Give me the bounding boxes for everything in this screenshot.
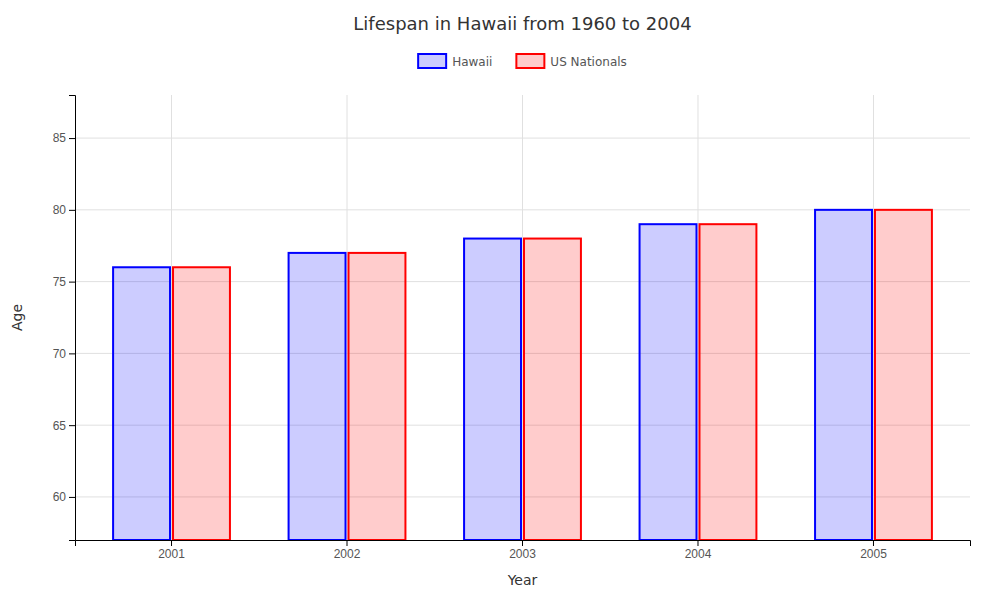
y-tick-label: 75: [53, 275, 67, 289]
x-tick: 2002: [334, 540, 361, 561]
bar: [815, 210, 872, 540]
y-tick-mark: [69, 282, 75, 283]
y-axis: 60 65 70 75 80 85: [53, 96, 76, 541]
bar-series: [113, 210, 872, 540]
legend-swatch: [516, 54, 544, 68]
y-tick: 80: [53, 203, 75, 217]
legend-swatch: [418, 54, 446, 68]
y-axis-title: Age: [9, 304, 25, 331]
legend-label: US Nationals: [550, 55, 626, 69]
x-tick: 2005: [860, 540, 887, 561]
x-axis-line: [76, 541, 971, 547]
legend-label: Hawaii: [452, 55, 492, 69]
x-grid-line: [522, 95, 523, 540]
x-tick: 2004: [685, 540, 712, 561]
title: Lifespan in Hawaii from 1960 to 2004: [353, 13, 691, 34]
bar: [875, 210, 932, 540]
x-axis: 2001 2002 2003 2004 2005: [76, 540, 971, 561]
x-tick-label: 2002: [334, 547, 361, 561]
x-tick-mark: [873, 540, 874, 546]
x-grid-line: [347, 95, 348, 540]
y-tick: 75: [53, 275, 75, 289]
x-tick-label: 2004: [685, 547, 712, 561]
x-tick-label: 2001: [158, 547, 185, 561]
x-tick: 2001: [158, 540, 185, 561]
x-axis-title: Year: [507, 572, 538, 588]
y-tick-mark: [69, 210, 75, 211]
bars: [113, 210, 932, 540]
y-tick-mark: [69, 497, 75, 498]
bar-series: [173, 210, 932, 540]
plot: 2001 2002 2003 2004 2005 60 65 70 75 80 85: [53, 95, 971, 561]
y-tick-label: 85: [53, 131, 67, 145]
y-tick-label: 70: [53, 347, 67, 361]
bar: [640, 224, 697, 540]
y-axis-line: [69, 96, 76, 541]
y-tick: 70: [53, 347, 75, 361]
x-tick-mark: [171, 540, 172, 546]
y-tick-mark: [69, 138, 75, 139]
legend: Hawaii US Nationals: [418, 54, 627, 69]
y-tick: 65: [53, 419, 75, 433]
x-tick: 2003: [509, 540, 536, 561]
x-grid-line: [873, 95, 874, 540]
y-tick-label: 80: [53, 203, 67, 217]
bar: [524, 239, 581, 540]
bar: [173, 267, 230, 540]
bar: [113, 267, 170, 540]
bar: [349, 253, 406, 540]
y-tick: 85: [53, 131, 75, 145]
x-tick-mark: [697, 540, 698, 546]
x-tick-mark: [522, 540, 523, 546]
x-tick-mark: [347, 540, 348, 546]
x-grid-line: [697, 95, 698, 540]
y-tick-mark: [69, 353, 75, 354]
grid: [75, 95, 970, 540]
y-tick-label: 60: [53, 490, 67, 504]
bar: [289, 253, 346, 540]
legend-item: Hawaii: [418, 54, 492, 69]
y-tick: 60: [53, 490, 75, 504]
x-tick-label: 2005: [860, 547, 887, 561]
y-tick-mark: [69, 425, 75, 426]
bar: [464, 239, 521, 540]
x-grid-line: [171, 95, 172, 540]
chart: 2001 2002 2003 2004 2005 60 65 70 75 80 85 Lifespan…: [0, 0, 1000, 600]
bar: [699, 224, 756, 540]
y-tick-label: 65: [53, 419, 67, 433]
x-tick-label: 2003: [509, 547, 536, 561]
legend-item: US Nationals: [516, 54, 626, 69]
